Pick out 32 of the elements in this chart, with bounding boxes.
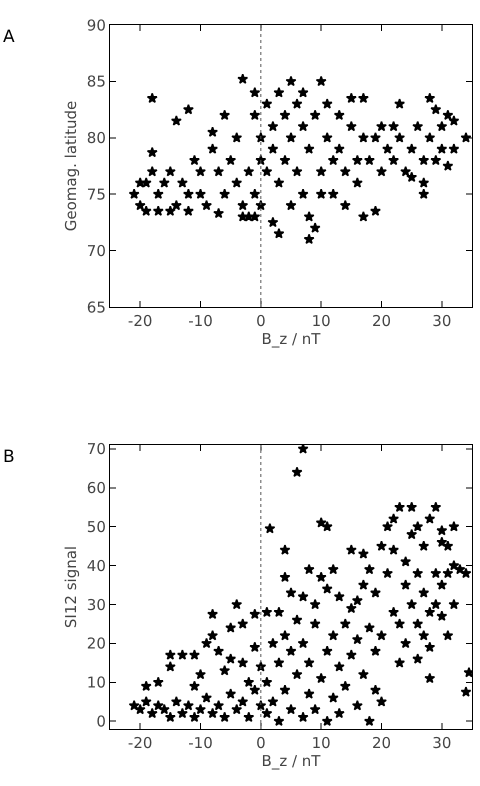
y-tick-label: 50 bbox=[86, 518, 106, 536]
x-tick-label: 0 bbox=[256, 734, 266, 752]
y-tick-label: 40 bbox=[86, 556, 106, 575]
y-axis-title: SI12 signal bbox=[62, 546, 80, 628]
y-tick-label: 20 bbox=[86, 634, 106, 653]
x-tick-label: -10 bbox=[188, 734, 213, 752]
y-tick-label: 70 bbox=[86, 440, 106, 458]
y-tick-label: 60 bbox=[86, 479, 106, 498]
text: A bbox=[3, 27, 15, 47]
text: B bbox=[3, 447, 15, 467]
y-tick-label: 10 bbox=[86, 674, 106, 692]
y-axis-title: Geomag. latitude bbox=[62, 100, 80, 232]
y-tick-label: 75 bbox=[86, 185, 106, 204]
x-axis-title: B_z / nT bbox=[262, 752, 322, 770]
y-tick-label: 30 bbox=[86, 596, 106, 614]
y-tick-label: 85 bbox=[86, 72, 106, 91]
x-tick-label: 20 bbox=[372, 312, 392, 330]
y-tick-label: 0 bbox=[96, 712, 106, 730]
y-tick-label: 65 bbox=[86, 298, 106, 316]
x-tick-label: 0 bbox=[256, 312, 266, 330]
x-tick-label: -10 bbox=[188, 312, 213, 330]
y-tick-label: 70 bbox=[86, 242, 106, 260]
x-axis-title: B_z / nT bbox=[262, 330, 322, 348]
x-tick-label: 20 bbox=[372, 734, 392, 752]
y-tick-label: 80 bbox=[86, 129, 106, 148]
x-tick-label: 30 bbox=[432, 312, 452, 330]
y-tick-label: 90 bbox=[86, 16, 106, 34]
x-tick-label: -20 bbox=[128, 734, 152, 752]
x-tick-label: -20 bbox=[128, 312, 152, 330]
x-tick-label: 30 bbox=[432, 734, 452, 752]
x-tick-label: 10 bbox=[312, 312, 331, 330]
x-tick-label: 10 bbox=[312, 734, 331, 752]
